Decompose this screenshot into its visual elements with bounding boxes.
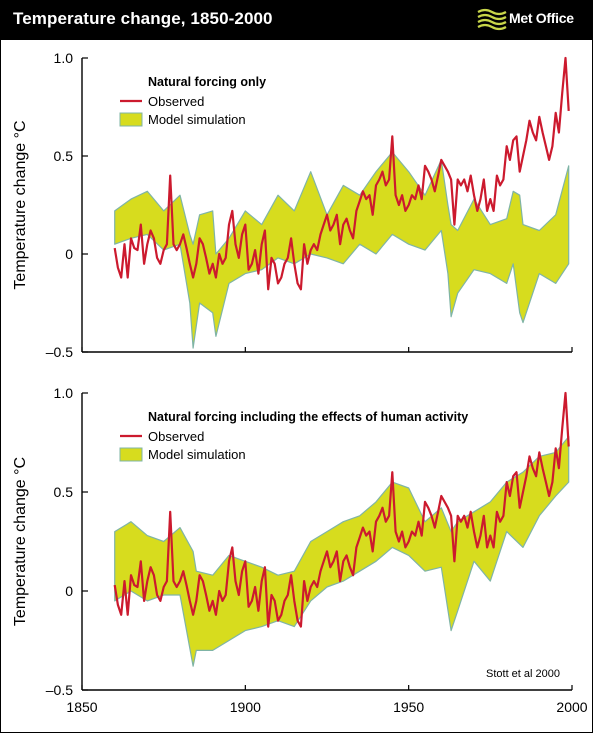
y-axis-label: Temperature change °C	[12, 120, 29, 289]
y-tick-label: 0.5	[54, 484, 74, 500]
x-tick-label: 1850	[66, 699, 97, 715]
observed-line	[113, 391, 570, 628]
x-tick-label: 2000	[556, 699, 587, 715]
legend-model-swatch	[119, 447, 143, 462]
y-tick-label: 0	[65, 246, 73, 262]
y-tick-label: 1.0	[54, 385, 74, 401]
met-office-logo-icon	[477, 8, 507, 31]
y-axis-label: Temperature change °C	[12, 457, 29, 626]
y-tick-label: –0.5	[46, 682, 73, 698]
logo-text: Met Office	[509, 10, 574, 26]
x-tick-label: 1950	[393, 699, 424, 715]
legend-model-swatch	[119, 112, 143, 127]
model-simulation-band	[114, 151, 570, 349]
legend-model-label: Model simulation	[148, 112, 246, 127]
citation-annotation: Stott et al 2000	[486, 668, 560, 680]
header-bar: Temperature change, 1850-2000 Met Office	[0, 0, 593, 40]
x-tick-label: 1900	[230, 699, 261, 715]
y-tick-label: 0	[65, 583, 73, 599]
model-simulation-band	[114, 436, 570, 667]
legend-model-label: Model simulation	[148, 447, 246, 462]
panel-title: Natural forcing including the effects of…	[148, 410, 468, 424]
panel-title: Natural forcing only	[148, 75, 266, 89]
observed-line	[113, 56, 570, 291]
legend-observed-label: Observed	[148, 429, 204, 444]
legend-observed-label: Observed	[148, 94, 204, 109]
chart-panel-1: 1.0 0.5 0 –0.5 Temperature change °C Natural …	[12, 50, 573, 360]
y-tick-label: 1.0	[54, 50, 74, 66]
y-tick-label: 0.5	[54, 148, 74, 164]
figure-title: Temperature change, 1850-2000	[13, 9, 273, 28]
y-tick-label: –0.5	[46, 344, 73, 360]
